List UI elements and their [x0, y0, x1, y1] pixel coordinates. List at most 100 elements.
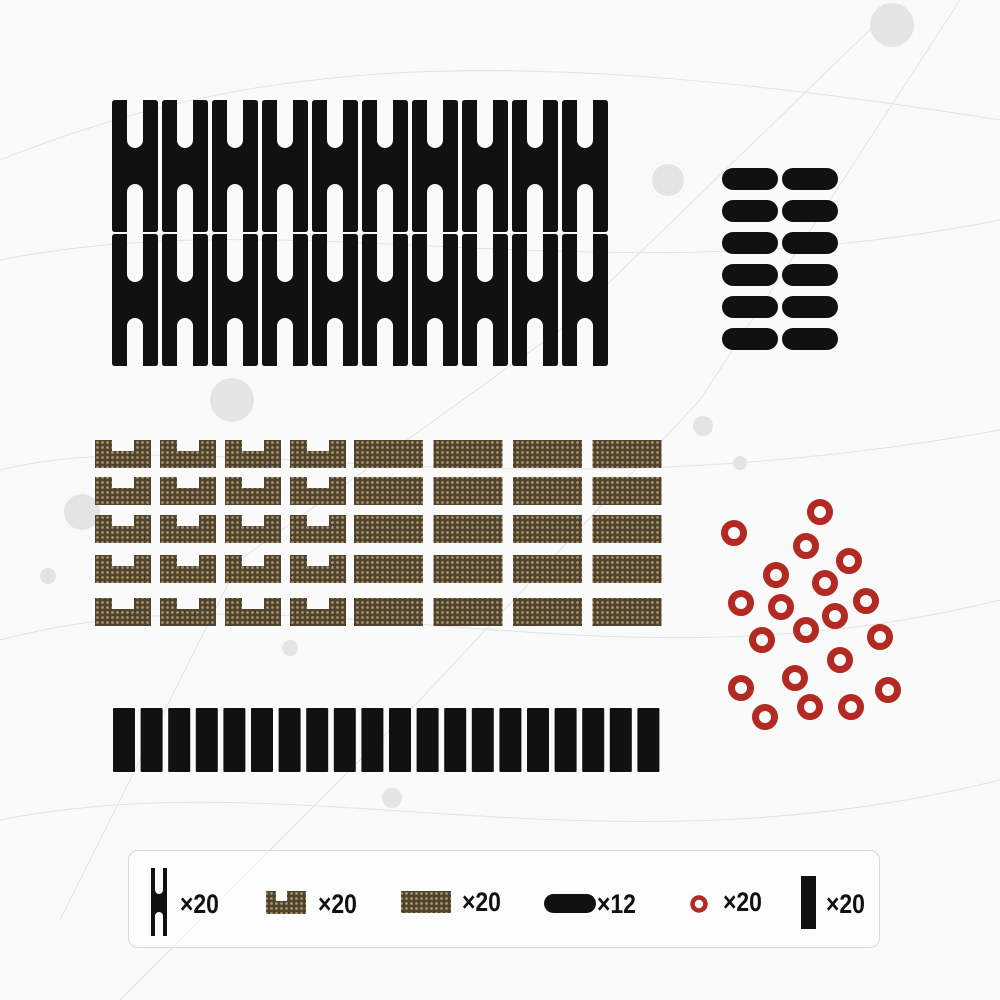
- strip-icon: [801, 876, 816, 929]
- flat-shim: [433, 477, 503, 505]
- u-shim: [225, 515, 281, 543]
- flat-shim: [513, 515, 582, 543]
- h-shim: [212, 234, 258, 366]
- flat-shim: [592, 598, 662, 626]
- h-shim: [362, 234, 408, 366]
- strip: [582, 708, 605, 772]
- h-shim-icon: [151, 868, 167, 936]
- u-shim: [290, 598, 346, 626]
- u-shim: [225, 555, 281, 583]
- washer: [838, 694, 864, 720]
- flat-shim: [354, 440, 423, 468]
- strip: [278, 708, 301, 772]
- flat-shim-icon: [401, 891, 451, 913]
- strip: [251, 708, 273, 772]
- u-shim: [160, 477, 216, 505]
- pill-pad: [782, 328, 838, 350]
- washer: [749, 627, 775, 653]
- flat-shim: [354, 555, 423, 583]
- u-shim: [290, 555, 346, 583]
- h-shim: [312, 100, 358, 232]
- washer: [763, 562, 789, 588]
- flat-shim: [354, 477, 423, 505]
- washer: [875, 677, 901, 703]
- flat-shim: [354, 515, 423, 543]
- washer: [853, 588, 879, 614]
- flat-shim: [513, 440, 582, 468]
- washer: [807, 499, 833, 525]
- qty-u-shim: ×20: [318, 889, 357, 919]
- flat-shim: [513, 555, 582, 583]
- washer: [836, 548, 862, 574]
- strip: [637, 708, 660, 772]
- u-shim: [290, 440, 346, 468]
- strip: [113, 708, 135, 772]
- washer: [782, 665, 808, 691]
- flat-shim: [433, 515, 503, 543]
- u-shim: [95, 598, 151, 626]
- flat-shim: [433, 598, 503, 626]
- strip: [527, 708, 549, 772]
- h-shim: [562, 234, 608, 366]
- qty-washer: ×20: [723, 887, 762, 917]
- strip: [444, 708, 467, 772]
- u-shim: [225, 598, 281, 626]
- pill-pad: [782, 168, 838, 190]
- strip: [471, 708, 494, 772]
- pill-pad: [782, 232, 838, 254]
- pill-pad: [722, 328, 778, 350]
- h-shim: [562, 100, 608, 232]
- u-shim: [95, 515, 151, 543]
- washer: [768, 594, 794, 620]
- washer: [867, 624, 893, 650]
- qty-h-shim: ×20: [180, 889, 219, 919]
- strip: [389, 708, 411, 772]
- washer: [793, 533, 819, 559]
- h-shim: [412, 234, 458, 366]
- u-shim: [160, 440, 216, 468]
- strip: [333, 708, 356, 772]
- pill-pad: [722, 264, 778, 286]
- u-shim-icon: [266, 891, 306, 914]
- h-shim: [312, 234, 358, 366]
- washer: [793, 617, 819, 643]
- u-shim: [225, 440, 281, 468]
- strip: [416, 708, 439, 772]
- pill-pad-icon: [544, 894, 596, 913]
- h-shim: [362, 100, 408, 232]
- qty-flat-shim: ×20: [462, 887, 501, 917]
- flat-shim: [513, 477, 582, 505]
- washer: [827, 647, 853, 673]
- flat-shim: [433, 555, 503, 583]
- pill-pad: [782, 296, 838, 318]
- washer: [797, 694, 823, 720]
- u-shim: [95, 555, 151, 583]
- flat-shim: [592, 555, 662, 583]
- legend-icons: [151, 868, 816, 936]
- strip: [361, 708, 384, 772]
- h-shim: [512, 234, 558, 366]
- washer: [822, 603, 848, 629]
- flat-shim: [592, 515, 662, 543]
- flat-shim: [592, 440, 662, 468]
- h-shim: [462, 234, 508, 366]
- h-shim: [112, 234, 158, 366]
- u-shim: [95, 477, 151, 505]
- washer: [721, 520, 747, 546]
- h-shim: [512, 100, 558, 232]
- qty-strip: ×20: [826, 889, 865, 919]
- h-shim: [162, 100, 208, 232]
- h-shim: [112, 100, 158, 232]
- flat-shim: [513, 598, 582, 626]
- washer: [752, 704, 778, 730]
- quantity-legend: ×20 ×20 ×20 ×12 ×20 ×20: [128, 850, 880, 948]
- u-shim: [225, 477, 281, 505]
- h-shim: [462, 100, 508, 232]
- strip: [609, 708, 632, 772]
- strip: [195, 708, 218, 772]
- pill-pad: [782, 200, 838, 222]
- strip: [499, 708, 522, 772]
- h-shim: [162, 234, 208, 366]
- strip: [223, 708, 246, 772]
